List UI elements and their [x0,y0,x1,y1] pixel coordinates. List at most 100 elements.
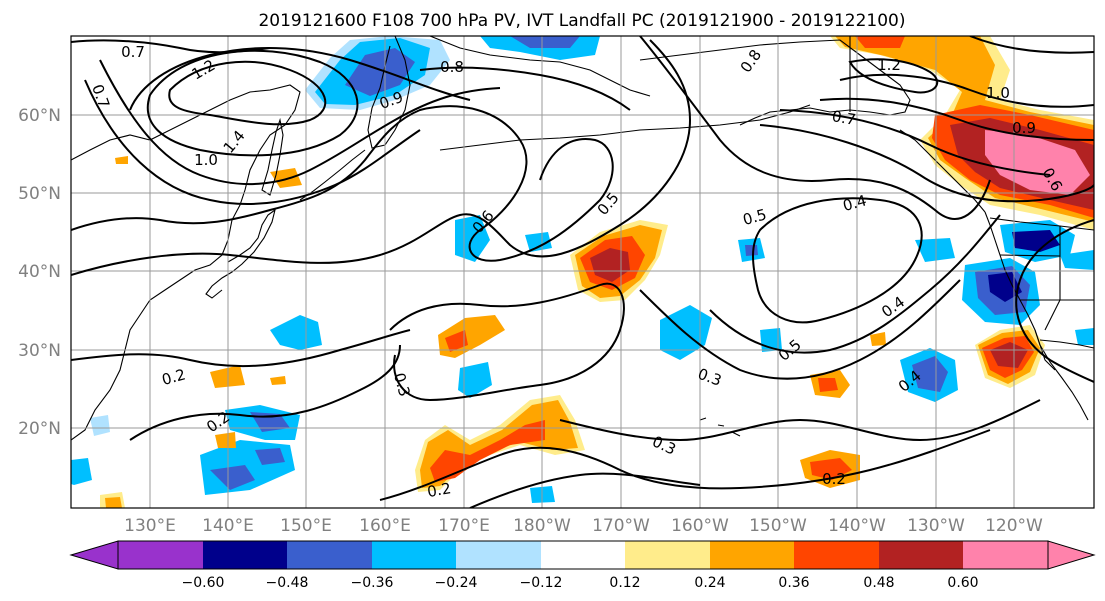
contour-label: 0.2 [426,479,453,501]
coast-sakhalin [261,117,284,196]
lon-label-150w: 150°W [749,516,807,536]
contour-label: 0.3 [390,371,414,399]
lon-label-130w: 130°W [907,516,965,536]
contour-1.0-loop [147,49,359,157]
shade-blue-32n-150e [270,315,322,350]
contour-0.4-lower [709,214,1001,354]
colorbar-segment [118,541,203,569]
shade-blue-20n-124e [90,415,110,436]
colorbar-tick-label: −0.24 [435,575,478,591]
contour-label: 0.7 [831,107,858,129]
shade-pink-bc-coast [985,130,1090,195]
contour-trough-2 [84,79,421,205]
lon-label-120w: 120°W [985,516,1043,536]
colorbar-outline [117,540,1049,570]
map-frame [70,35,1095,509]
contour-0.3-mid [389,282,625,402]
shade-red-15n-140w [810,458,852,480]
lat-label-60n: 60°N [18,106,61,126]
shade-orange-55n-128e [115,156,128,164]
shade-blue-14n-124e [71,458,92,485]
map-panel: 0.7 1.2 0.7 0.8 0.9 1.4 1.0 0.6 0.5 0.5 … [71,36,1094,508]
shade-mid-blue-okhotsk [345,48,415,96]
shade-midblue-14n-140e [210,465,255,490]
colorbar-tick-label: −0.36 [351,575,394,591]
colorbar-segment [879,541,963,569]
colorbar-tick-label: −0.48 [266,575,309,591]
contour-0.9-gulf [819,97,1094,141]
colorbar-segment [625,541,710,569]
shade-darkblue-42n-124w [1012,230,1060,252]
border-us-canada [989,217,1094,231]
contour-se [1015,219,1094,383]
contour-0.7-gulf [779,109,1051,176]
colorbar-tick-label: 0.36 [778,575,809,591]
shade-orange-52n-148e [270,168,302,188]
shade-red-gulf-alaska [855,36,905,48]
shade-orange-18n-138e [215,432,236,448]
longitude-labels: 130°E 140°E 150°E 160°E 170°E 180°W 170°… [124,516,1043,536]
colorbar-segment [710,541,794,569]
contour-label: 0.8 [440,58,464,76]
colorbar-tick-label: 0.12 [609,575,640,591]
shade-orange-31n-135w [870,332,886,346]
contour-label: 0.7 [121,43,145,61]
figure-title: 2019121600 F108 700 hPa PV, IVT Landfall… [258,11,905,31]
border-us-states [999,226,1094,331]
colorbar-segment [372,541,456,569]
colorbar-tick-label: −0.12 [520,575,563,591]
coast-aleutians [439,104,811,151]
colorbar-segment [794,541,879,569]
contour-0.6-wave [71,105,614,262]
latitude-labels: 60°N 50°N 40°N 30°N 20°N [18,106,61,439]
colorbar-tick-label: 0.24 [694,575,725,591]
coast-se-alaska-bc [899,129,986,213]
coast-chukotka [429,36,651,97]
shade-orange-25n-152e [270,376,286,385]
contour-label: 1.0 [986,84,1010,102]
colorbar-tick-label: −0.60 [182,575,225,591]
contour-label: 0.9 [1012,119,1036,137]
contour-1.0-gulf [839,73,1094,108]
shade-red-26n-143w [818,378,838,392]
lat-label-30n: 30°N [18,341,61,361]
contour-label: 0.2 [160,365,188,389]
lon-label-140w: 140°W [828,516,886,536]
colorbar-tick-label: 0.48 [863,575,894,591]
lon-label-170e: 170°E [438,516,490,536]
border-us-mexico [1039,339,1094,349]
shade-midblue-42n-150w [745,245,758,256]
lat-label-20n: 20°N [18,419,61,439]
lon-label-160w: 160°W [671,516,729,536]
contour-0.5-main [71,39,692,276]
coast-japan [205,208,276,299]
contour-0.2-sw [129,344,401,441]
contour-label: 1.0 [194,151,218,169]
shade-darkred-40n-170w [590,248,630,282]
shade-red-33n-172e [445,330,468,352]
lon-label-170w: 170°W [592,516,650,536]
contour-0.2-west [71,329,411,368]
contour-label: 0.5 [741,205,769,229]
colorbar: −0.60 −0.48 −0.36 −0.24 −0.12 0.12 0.24 … [69,540,1096,591]
shade-blue-24n-170e [458,362,492,398]
colorbar-segment [203,541,287,569]
shade-orange-13n-128e [105,497,122,508]
colorbar-extend-high [1047,540,1096,570]
colorbar-segment [963,541,1048,569]
lon-label-150e: 150°E [280,516,332,536]
shade-midblue-26n-132w [912,356,948,392]
contour-label: 0.2 [822,470,846,488]
colorbar-segment [541,541,625,569]
contour-0.5-east [639,279,961,380]
contour-0.4-loop [752,197,923,324]
contour-1.2-loop [168,60,327,126]
lon-label-140e: 140°E [202,516,254,536]
contour-0.3-south [469,472,701,508]
lat-label-40n: 40°N [18,262,61,282]
lon-label-130e: 130°E [124,516,176,536]
coast-baja [1034,329,1089,421]
shade-midblue-17n-148e [255,448,285,465]
coast-east-asia [71,84,301,441]
